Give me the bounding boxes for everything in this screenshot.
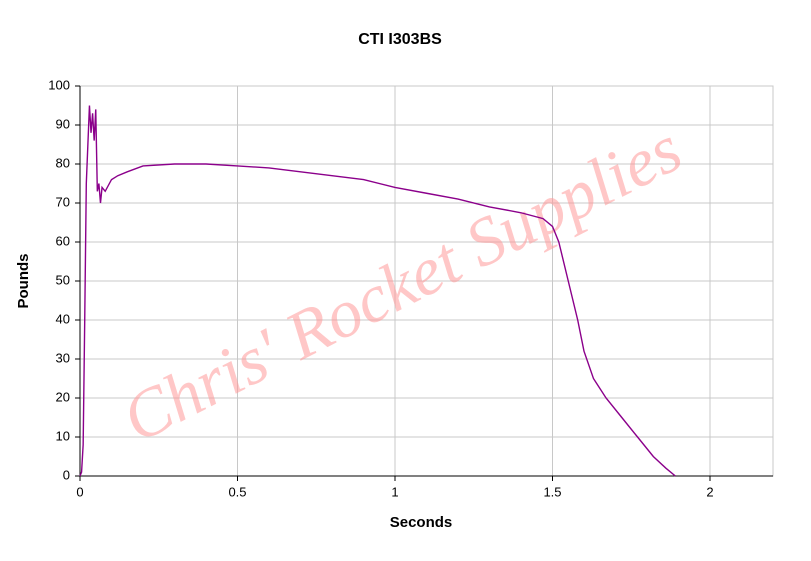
y-axis-label: Pounds [15, 254, 32, 309]
x-tick-label: 2 [706, 484, 713, 499]
y-tick-label: 0 [63, 467, 70, 482]
y-tick-label: 90 [56, 116, 70, 131]
x-axis-label: Seconds [390, 514, 453, 531]
y-tick-label: 50 [56, 272, 70, 287]
y-tick-label: 70 [56, 194, 70, 209]
x-tick-label: 0.5 [228, 484, 246, 499]
y-tick-label: 40 [56, 311, 70, 326]
x-tick-label: 1.5 [543, 484, 561, 499]
chart-title: CTI I303BS [358, 31, 442, 48]
data-line [79, 105, 676, 477]
x-tick-label: 0 [76, 484, 83, 499]
y-tick-label: 60 [56, 233, 70, 248]
x-tick-label: 1 [391, 484, 398, 499]
y-tick-label: 20 [56, 389, 70, 404]
y-tick-label: 10 [56, 428, 70, 443]
y-tick-label: 100 [48, 77, 70, 92]
y-tick-label: 80 [56, 155, 70, 170]
y-tick-label: 30 [56, 350, 70, 365]
